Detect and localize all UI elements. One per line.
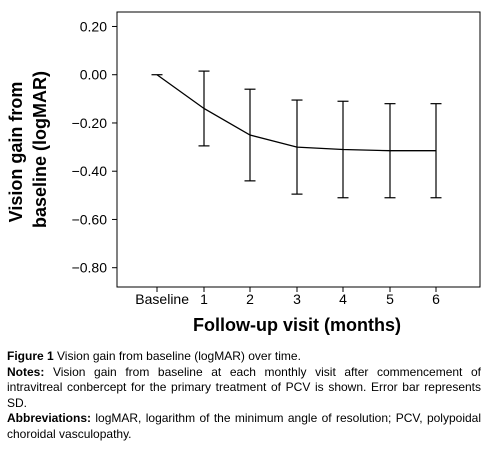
caption-title: Figure 1 Vision gain from baseline (logM…	[7, 349, 481, 365]
x-tick-label: 5	[386, 291, 394, 307]
y-axis: 0.20 0.00 −0.20 −0.40 −0.60 −0.80	[72, 18, 117, 276]
y-axis-title-line-2: baseline (logMAR)	[30, 71, 50, 228]
x-axis-title: Follow-up visit (months)	[193, 315, 401, 335]
x-tick-label: 4	[339, 291, 347, 307]
figure-label: Figure 1	[7, 349, 54, 363]
notes-text: Vision gain from baseline at each monthl…	[7, 364, 481, 410]
y-axis-title-line-1: Vision gain from	[6, 82, 26, 223]
notes-label: Notes:	[7, 364, 45, 379]
figure-text: Vision gain from baseline (logMAR) over …	[53, 349, 301, 363]
abbreviations-label: Abbreviations:	[7, 411, 92, 425]
y-tick-label: −0.20	[72, 115, 108, 131]
x-tick-label: 1	[200, 291, 208, 307]
plot-border	[116, 11, 481, 288]
y-axis-title: Vision gain from baseline (logMAR)	[6, 71, 50, 228]
plot-frame	[116, 11, 481, 288]
caption-notes: Notes: Vision gain from baseline at each…	[7, 365, 481, 412]
abbreviations-text: logMAR, logarithm of the minimum angle o…	[7, 411, 481, 441]
x-tick-label: Baseline	[135, 291, 189, 307]
x-axis: Baseline 1 2 3 4 5 6	[135, 287, 440, 307]
figure-caption: Figure 1 Vision gain from baseline (logM…	[7, 349, 481, 442]
y-tick-label: −0.40	[72, 163, 108, 179]
x-tick-label: 2	[246, 291, 254, 307]
y-tick-label: −0.80	[72, 260, 108, 276]
x-tick-label: 6	[432, 291, 440, 307]
caption-abbreviations: Abbreviations: logMAR, logarithm of the …	[7, 411, 481, 442]
x-tick-label: 3	[293, 291, 301, 307]
y-tick-label: 0.00	[80, 67, 107, 83]
line-chart: 0.20 0.00 −0.20 −0.40 −0.60 −0.80 Baseline 1 2 3…	[6, 11, 481, 335]
error-bars	[151, 70, 442, 199]
y-tick-label: −0.60	[72, 211, 108, 227]
y-tick-label: 0.20	[80, 18, 107, 34]
